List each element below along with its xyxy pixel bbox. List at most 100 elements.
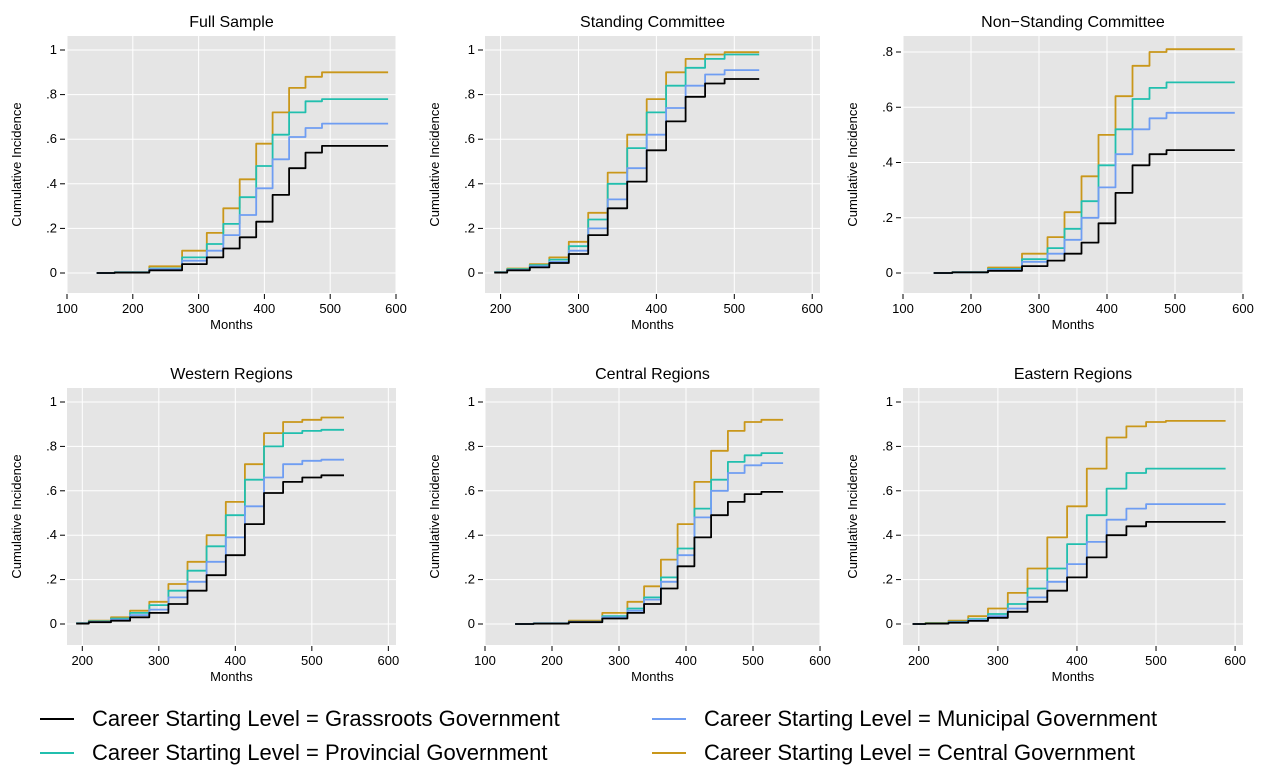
x-tick-label: 400 <box>675 653 697 668</box>
series-line-central <box>912 420 1226 625</box>
y-tick-label: .4 <box>46 527 57 542</box>
y-tick-label: .2 <box>882 210 893 225</box>
y-tick-label: .6 <box>882 99 893 114</box>
plot-background <box>903 388 1243 645</box>
x-tick-label: 500 <box>301 653 323 668</box>
plot-background <box>485 388 820 645</box>
x-axis-label: Months <box>210 669 253 684</box>
y-tick-label: .6 <box>46 131 57 146</box>
plot-background <box>485 36 820 293</box>
legend-label-grassroots: Career Starting Level = Grassroots Gover… <box>92 706 560 731</box>
y-axis-label: Cumulative Incidence <box>845 102 860 226</box>
y-tick-label: 0 <box>886 265 893 280</box>
y-tick-label: .8 <box>46 438 57 453</box>
panel-title: Eastern Regions <box>1014 366 1132 383</box>
y-tick-label: 1 <box>468 42 475 57</box>
y-tick-label: .8 <box>882 438 893 453</box>
x-tick-label: 600 <box>1224 653 1246 668</box>
plot-background <box>67 36 396 293</box>
y-tick-label: 0 <box>468 265 475 280</box>
panel-non-standing-committee: Non−Standing Committee 0 .2 .4 .6 .8 100 200 300… <box>845 14 1254 332</box>
y-axis-label: Cumulative Incidence <box>9 102 24 226</box>
series-line-grassroots <box>494 78 760 274</box>
x-tick-label: 300 <box>1028 301 1050 316</box>
y-tick-label: .4 <box>46 176 57 191</box>
series-line-grassroots <box>515 491 784 625</box>
y-tick-label: .8 <box>882 44 893 59</box>
series-line-municipal <box>933 111 1235 274</box>
panel-title: Non−Standing Committee <box>981 14 1165 31</box>
x-tick-label: 100 <box>474 653 496 668</box>
series-line-central <box>76 416 344 624</box>
x-tick-label: 500 <box>742 653 764 668</box>
panel-eastern-regions: Eastern Regions 0 .2 .4 .6 .8 1 200 300 400 500 600… <box>845 366 1246 684</box>
panel-western-regions: Western Regions 0 .2 .4 .6 .8 1 200 300 400 500 600… <box>9 366 399 684</box>
y-tick-label: .6 <box>46 483 57 498</box>
y-tick-label: .2 <box>882 572 893 587</box>
legend-item-municipal: Career Starting Level = Municipal Govern… <box>652 704 1157 734</box>
y-axis-label: Cumulative Incidence <box>9 454 24 578</box>
y-tick-label: .8 <box>464 438 475 453</box>
series-line-central <box>96 71 389 274</box>
panel-full-sample: Full Sample 0 .2 .4 .6 .8 1 100 200 300 400 500 600 M… <box>9 14 407 332</box>
plot-background <box>903 36 1243 293</box>
series-line-central <box>933 48 1235 274</box>
y-tick-label: .4 <box>464 527 475 542</box>
y-tick-label: .4 <box>882 527 893 542</box>
y-tick-label: .6 <box>464 131 475 146</box>
y-tick-label: 0 <box>886 616 893 631</box>
legend-label-provincial: Career Starting Level = Provincial Gover… <box>92 740 548 765</box>
x-tick-label: 600 <box>1232 301 1254 316</box>
series-line-municipal <box>76 458 344 625</box>
y-tick-label: .6 <box>464 483 475 498</box>
legend-item-grassroots: Career Starting Level = Grassroots Gover… <box>40 704 560 734</box>
y-tick-label: 1 <box>50 394 57 409</box>
legend-label-municipal: Career Starting Level = Municipal Govern… <box>704 706 1158 731</box>
x-tick-label: 600 <box>377 653 399 668</box>
y-tick-label: 1 <box>50 42 57 57</box>
legend-swatch-central <box>652 752 686 754</box>
y-tick-label: .2 <box>46 572 57 587</box>
panel-central-regions: Central Regions 0 .2 .4 .6 .8 1 100 200 300 400 500… <box>427 366 831 684</box>
y-tick-label: 0 <box>50 616 57 631</box>
y-tick-label: .2 <box>46 220 57 235</box>
y-tick-label: .2 <box>464 572 475 587</box>
y-tick-label: .4 <box>882 155 893 170</box>
x-axis-label: Months <box>1052 669 1095 684</box>
x-tick-label: 200 <box>541 653 563 668</box>
y-tick-label: .8 <box>464 87 475 102</box>
legend-swatch-grassroots <box>40 718 74 720</box>
series-line-grassroots <box>76 474 344 625</box>
x-axis-label: Months <box>631 317 674 332</box>
y-tick-label: .4 <box>464 176 475 191</box>
series-line-grassroots <box>96 145 389 274</box>
x-tick-label: 100 <box>892 301 914 316</box>
x-axis-label: Months <box>210 317 253 332</box>
series-line-grassroots <box>912 521 1226 625</box>
x-tick-label: 500 <box>723 301 745 316</box>
plot-background <box>67 388 396 645</box>
legend-label-central: Career Starting Level = Central Governme… <box>704 740 1136 765</box>
x-tick-label: 300 <box>568 301 590 316</box>
y-axis-label: Cumulative Incidence <box>427 102 442 226</box>
x-tick-label: 400 <box>646 301 668 316</box>
x-tick-label: 200 <box>908 653 930 668</box>
y-tick-label: .6 <box>882 483 893 498</box>
x-tick-label: 500 <box>319 301 341 316</box>
y-tick-label: .8 <box>46 87 57 102</box>
x-axis-label: Months <box>1052 317 1095 332</box>
x-tick-label: 200 <box>122 301 144 316</box>
y-axis-label: Cumulative Incidence <box>845 454 860 578</box>
x-tick-label: 200 <box>960 301 982 316</box>
x-tick-label: 300 <box>987 653 1009 668</box>
x-tick-label: 300 <box>188 301 210 316</box>
x-tick-label: 500 <box>1164 301 1186 316</box>
y-tick-label: 1 <box>468 394 475 409</box>
x-tick-label: 200 <box>490 301 512 316</box>
panel-title: Central Regions <box>595 366 710 383</box>
x-tick-label: 400 <box>254 301 276 316</box>
panel-title: Full Sample <box>189 14 274 31</box>
series-line-grassroots <box>933 149 1235 274</box>
legend-swatch-municipal <box>652 718 686 720</box>
